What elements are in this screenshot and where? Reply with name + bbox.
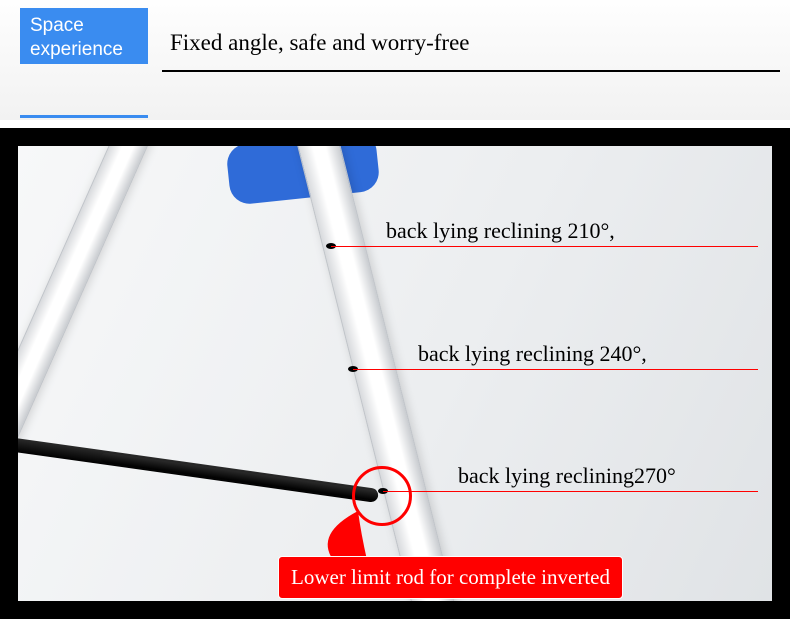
- angle-label: back lying reclining270°: [458, 463, 676, 489]
- leader-line: [353, 369, 758, 370]
- header-rule: [162, 70, 780, 72]
- frame-bar-right: [289, 146, 485, 601]
- badge-line1: Space: [30, 15, 84, 36]
- highlight-ring-icon: [352, 466, 412, 526]
- badge-line2: experience: [30, 39, 123, 60]
- header: Space experience Fixed angle, safe and w…: [0, 0, 790, 120]
- badge-underline: [20, 115, 148, 118]
- limit-rod-inner: [100, 452, 379, 501]
- leader-line: [331, 246, 758, 247]
- leader-line: [383, 491, 758, 492]
- callout-bubble: Lower limit rod for complete inverted: [278, 556, 623, 599]
- angle-label: back lying reclining 240°,: [418, 341, 647, 367]
- header-subtitle: Fixed angle, safe and worry-free: [170, 30, 470, 56]
- angle-label: back lying reclining 210°,: [386, 218, 615, 244]
- frame-bar-left: [18, 146, 162, 601]
- photo-panel: Lower limit rod for complete inverted ba…: [0, 128, 790, 619]
- product-photo: Lower limit rod for complete inverted ba…: [18, 146, 772, 601]
- callout-text: Lower limit rod for complete inverted: [291, 565, 610, 589]
- space-experience-badge: Space experience: [20, 8, 148, 64]
